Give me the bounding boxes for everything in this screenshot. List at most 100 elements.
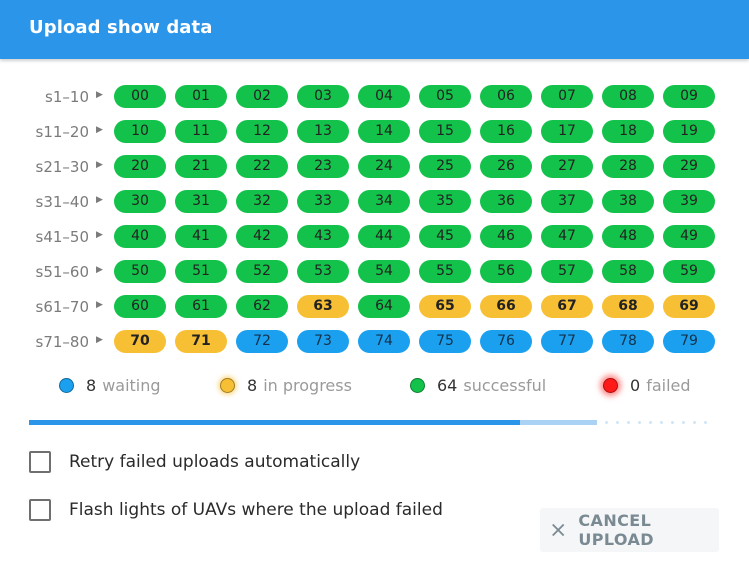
uav-chip[interactable]: 10 (114, 120, 166, 143)
uav-chip[interactable]: 16 (480, 120, 532, 143)
uav-chip[interactable]: 21 (175, 155, 227, 178)
uav-chip[interactable]: 30 (114, 190, 166, 213)
uav-chip[interactable]: 01 (175, 85, 227, 108)
uav-chip[interactable]: 29 (663, 155, 715, 178)
row-arrow-icon[interactable]: ▶ (96, 195, 103, 205)
row-arrow-icon[interactable]: ▶ (96, 90, 103, 100)
uav-chip[interactable]: 49 (663, 225, 715, 248)
uav-chip[interactable]: 04 (358, 85, 410, 108)
uav-chip[interactable]: 51 (175, 260, 227, 283)
uav-chip[interactable]: 35 (419, 190, 471, 213)
uav-chip[interactable]: 47 (541, 225, 593, 248)
uav-chip[interactable]: 59 (663, 260, 715, 283)
uav-chip[interactable]: 13 (297, 120, 349, 143)
uav-chip[interactable]: 56 (480, 260, 532, 283)
retry-option[interactable]: Retry failed uploads automatically (29, 451, 360, 473)
uav-chip[interactable]: 36 (480, 190, 532, 213)
retry-label: Retry failed uploads automatically (69, 452, 361, 472)
uav-chip[interactable]: 07 (541, 85, 593, 108)
uav-chip[interactable]: 55 (419, 260, 471, 283)
row-arrow-icon[interactable]: ▶ (96, 230, 103, 240)
uav-chip[interactable]: 20 (114, 155, 166, 178)
uav-chip[interactable]: 42 (236, 225, 288, 248)
uav-chip[interactable]: 02 (236, 85, 288, 108)
uav-chip[interactable]: 46 (480, 225, 532, 248)
uav-chip[interactable]: 09 (663, 85, 715, 108)
uav-chip[interactable]: 06 (480, 85, 532, 108)
progress-remaining-dot (660, 421, 663, 424)
uav-chip[interactable]: 34 (358, 190, 410, 213)
row-arrow-icon[interactable]: ▶ (96, 265, 103, 275)
uav-chip[interactable]: 62 (236, 295, 288, 318)
uav-chip[interactable]: 25 (419, 155, 471, 178)
flash-lights-checkbox[interactable] (29, 499, 51, 521)
uav-chip[interactable]: 54 (358, 260, 410, 283)
row-label: s11–20 (35, 123, 90, 141)
uav-chip[interactable]: 28 (602, 155, 654, 178)
uav-chip[interactable]: 68 (602, 295, 654, 318)
uav-chip[interactable]: 40 (114, 225, 166, 248)
uav-chip[interactable]: 66 (480, 295, 532, 318)
uav-chip[interactable]: 17 (541, 120, 593, 143)
row-arrow-icon[interactable]: ▶ (96, 335, 103, 345)
uav-chip[interactable]: 03 (297, 85, 349, 108)
uav-chip[interactable]: 05 (419, 85, 471, 108)
uav-chip[interactable]: 75 (419, 330, 471, 353)
flash-lights-option[interactable]: Flash lights of UAVs where the upload fa… (29, 499, 443, 521)
row-arrow-icon[interactable]: ▶ (96, 125, 103, 135)
uav-chip[interactable]: 71 (175, 330, 227, 353)
uav-chip[interactable]: 61 (175, 295, 227, 318)
uav-chip[interactable]: 45 (419, 225, 471, 248)
uav-chip[interactable]: 53 (297, 260, 349, 283)
uav-chip[interactable]: 70 (114, 330, 166, 353)
uav-chip[interactable]: 23 (297, 155, 349, 178)
uav-chip[interactable]: 15 (419, 120, 471, 143)
uav-chip[interactable]: 11 (175, 120, 227, 143)
waiting-count: 8 (86, 376, 97, 395)
uav-chip[interactable]: 73 (297, 330, 349, 353)
uav-chip[interactable]: 37 (541, 190, 593, 213)
uav-chip[interactable]: 22 (236, 155, 288, 178)
uav-chip[interactable]: 78 (602, 330, 654, 353)
uav-chip[interactable]: 52 (236, 260, 288, 283)
uav-chip[interactable]: 60 (114, 295, 166, 318)
failed-label: failed (646, 376, 691, 395)
uav-chip[interactable]: 19 (663, 120, 715, 143)
uav-chip[interactable]: 41 (175, 225, 227, 248)
uav-chip[interactable]: 48 (602, 225, 654, 248)
uav-chip[interactable]: 24 (358, 155, 410, 178)
uav-chip[interactable]: 69 (663, 295, 715, 318)
cancel-upload-button[interactable]: CANCEL UPLOAD (540, 508, 719, 552)
uav-chip[interactable]: 39 (663, 190, 715, 213)
uav-chip[interactable]: 26 (480, 155, 532, 178)
row-arrow-icon[interactable]: ▶ (96, 300, 103, 310)
uav-chip[interactable]: 63 (297, 295, 349, 318)
uav-chip[interactable]: 33 (297, 190, 349, 213)
uav-row: s21–30 ▶ 20 21 22 23 24 25 26 27 28 29 (0, 152, 749, 187)
uav-chip[interactable]: 38 (602, 190, 654, 213)
uav-chip[interactable]: 67 (541, 295, 593, 318)
uav-chip[interactable]: 72 (236, 330, 288, 353)
uav-chip[interactable]: 43 (297, 225, 349, 248)
uav-chip[interactable]: 31 (175, 190, 227, 213)
uav-chip[interactable]: 32 (236, 190, 288, 213)
uav-chip[interactable]: 64 (358, 295, 410, 318)
successful-label: successful (463, 376, 547, 395)
uav-chip[interactable]: 77 (541, 330, 593, 353)
uav-chip[interactable]: 18 (602, 120, 654, 143)
uav-chip[interactable]: 65 (419, 295, 471, 318)
uav-chip[interactable]: 50 (114, 260, 166, 283)
uav-chip[interactable]: 14 (358, 120, 410, 143)
row-arrow-icon[interactable]: ▶ (96, 160, 103, 170)
uav-chip[interactable]: 00 (114, 85, 166, 108)
uav-chip[interactable]: 08 (602, 85, 654, 108)
uav-chip[interactable]: 79 (663, 330, 715, 353)
uav-chip[interactable]: 58 (602, 260, 654, 283)
uav-chip[interactable]: 27 (541, 155, 593, 178)
uav-chip[interactable]: 44 (358, 225, 410, 248)
uav-chip[interactable]: 74 (358, 330, 410, 353)
uav-chip[interactable]: 57 (541, 260, 593, 283)
uav-chip[interactable]: 12 (236, 120, 288, 143)
uav-chip[interactable]: 76 (480, 330, 532, 353)
retry-checkbox[interactable] (29, 451, 51, 473)
